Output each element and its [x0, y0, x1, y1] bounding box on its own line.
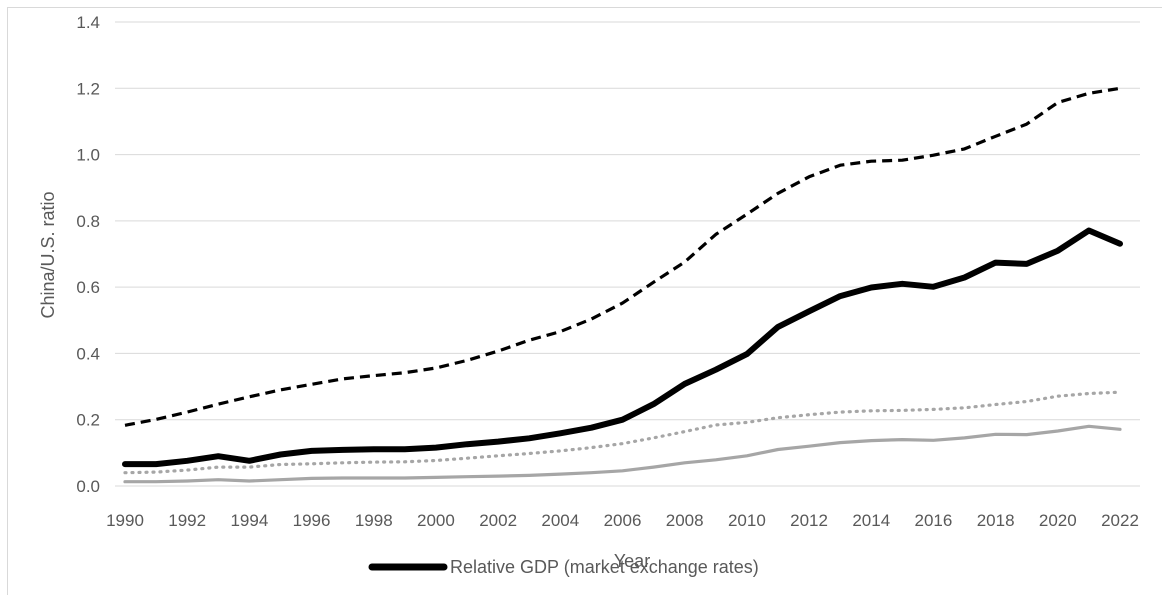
x-axis-tick-labels: 1990 1992 1994 1996 1998 2000 2002 2004 2006 2008…: [106, 511, 1139, 530]
x-tick-label: 2006: [604, 511, 642, 530]
y-tick-label: 1.4: [76, 13, 100, 32]
x-tick-label: 2008: [666, 511, 704, 530]
y-tick-label: 0.8: [76, 212, 100, 231]
series-line-dashed: [124, 86, 1121, 427]
legend-label: Relative GDP (market exchange rates): [450, 557, 759, 577]
x-tick-label: 2010: [728, 511, 766, 530]
x-tick-label: 1998: [355, 511, 393, 530]
x-tick-label: 1990: [106, 511, 144, 530]
x-tick-label: 2020: [1039, 511, 1077, 530]
x-tick-label: 2016: [915, 511, 953, 530]
series-line-solid-thick: [122, 227, 1123, 468]
x-tick-label: 2000: [417, 511, 455, 530]
x-axis-label: Year: [614, 551, 650, 571]
x-tick-label: 1992: [168, 511, 206, 530]
x-tick-label: 2002: [479, 511, 517, 530]
y-tick-label: 1.2: [76, 79, 100, 98]
x-tick-label: 1996: [293, 511, 331, 530]
x-tick-label: 2004: [541, 511, 579, 530]
x-tick-label: 1994: [230, 511, 268, 530]
x-tick-label: 2022: [1101, 511, 1139, 530]
x-tick-label: 2012: [790, 511, 828, 530]
chart-frame: [7, 7, 1162, 595]
legend: Relative GDP (market exchange rates): [368, 557, 759, 577]
series-line-dotted: [123, 390, 1122, 475]
y-tick-label: 1.0: [76, 146, 100, 165]
x-tick-label: 2018: [977, 511, 1015, 530]
x-tick-label: 2014: [852, 511, 890, 530]
series-line-solid: [123, 424, 1122, 484]
y-tick-label: 0.0: [76, 477, 100, 496]
y-tick-label: 0.4: [76, 344, 100, 363]
y-axis-label: China/U.S. ratio: [38, 191, 58, 318]
series-lines: [122, 86, 1123, 484]
y-tick-label: 0.6: [76, 278, 100, 297]
y-tick-label: 0.2: [76, 411, 100, 430]
y-axis-tick-labels: 0.0 0.2 0.4 0.6 0.8 1.0 1.2 1.4: [76, 13, 100, 496]
